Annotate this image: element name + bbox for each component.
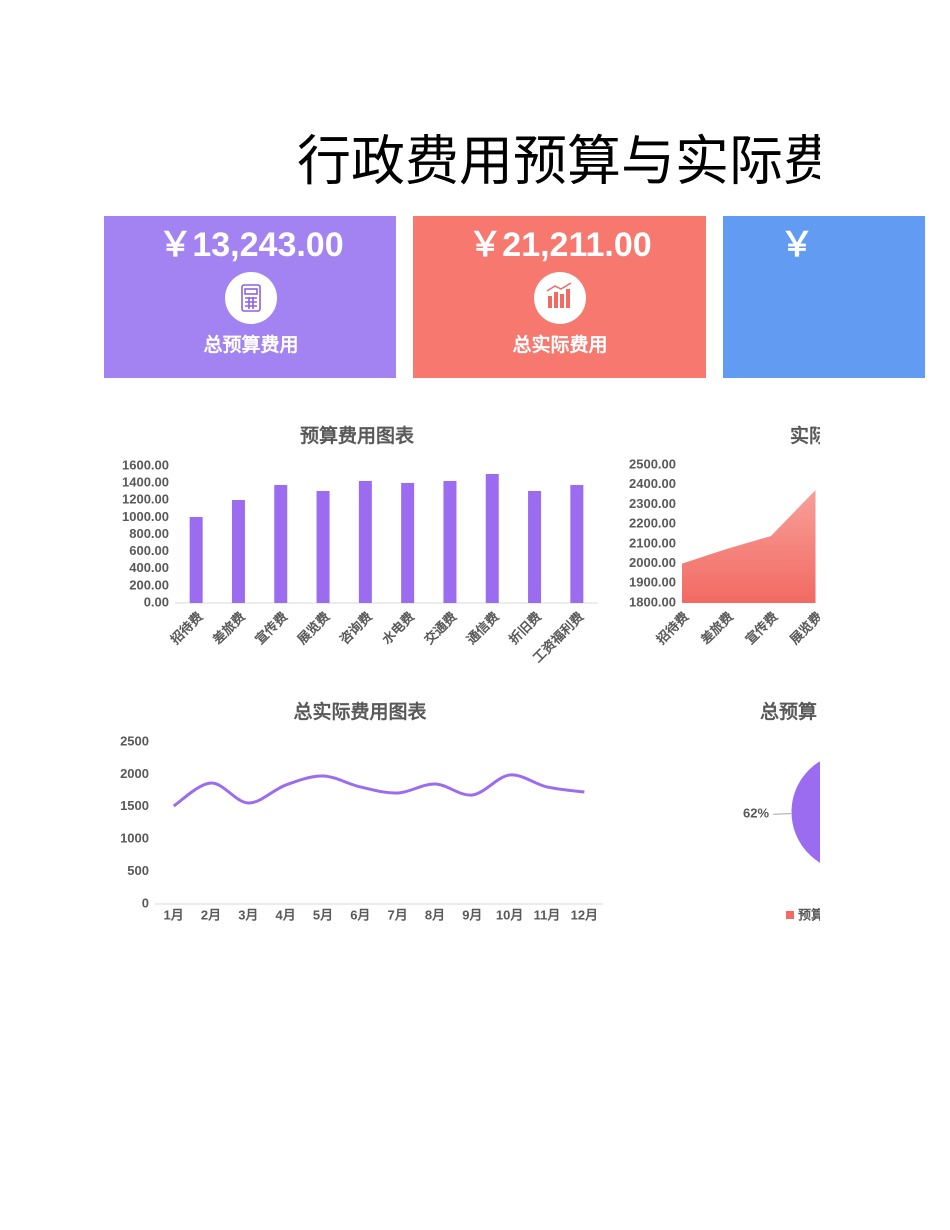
y-tick-label: 800.00 (129, 526, 169, 541)
y-tick-label: 1600.00 (122, 457, 169, 472)
x-tick-label: 水电费 (379, 609, 417, 647)
legend-label: 预算 (798, 907, 824, 922)
card-amount: ￥13,243.00 (158, 226, 343, 264)
x-tick-label: 招待费 (168, 609, 206, 647)
chart-title: 预算费用图表 (300, 424, 415, 447)
y-tick-label: 1000 (120, 831, 149, 846)
value-label: 62% (743, 806, 769, 821)
bar (528, 491, 542, 603)
page-title: 行政费用预算与实际费 (297, 131, 837, 191)
x-tick-label: 1月 (164, 907, 184, 922)
chart-title: 实际 (790, 424, 828, 447)
x-tick-label: 展览费 (787, 609, 825, 647)
x-tick-label: 宣传费 (252, 609, 290, 647)
bar (358, 480, 372, 603)
bar (570, 485, 584, 603)
cards: ￥13,243.00 ￥21,211.00 ￥ 总预算费用 总实际费用 (104, 216, 925, 378)
y-tick-label: 1400.00 (122, 475, 169, 490)
x-tick-label: 展览费 (294, 609, 332, 647)
pie-slice (790, 760, 820, 864)
chart-icon (546, 282, 572, 308)
x-tick-label: 10月 (496, 907, 523, 922)
x-tick-label: 11月 (534, 907, 561, 922)
x-tick-label: 12月 (571, 907, 598, 922)
x-tick-label: 2月 (201, 907, 221, 922)
calculator-icon (241, 284, 261, 312)
chart-title: 总预算 (760, 700, 817, 723)
charts: 预算费用图表 0.00 200.00 400.00 600.00 800.00 1000.0… (120, 424, 911, 922)
y-tick-label: 1500 (120, 798, 149, 813)
y-tick-label: 0 (142, 895, 149, 910)
bar (401, 482, 415, 603)
y-tick-label: 2400.00 (629, 476, 676, 491)
y-tick-label: 1900.00 (629, 575, 676, 590)
card-amount: ￥ (780, 226, 814, 264)
y-tick-label: 2100.00 (629, 535, 676, 550)
card-amount: ￥21,211.00 (468, 226, 651, 264)
card-label: 总实际费用 (512, 333, 607, 356)
x-tick-label: 通信费 (464, 609, 502, 647)
chart-title: 总实际费用图表 (293, 700, 427, 723)
y-tick-label: 2500 (120, 733, 149, 748)
x-tick-label: 9月 (462, 907, 482, 922)
x-tick-label: 5月 (313, 907, 333, 922)
x-tick-label: 咨询费 (337, 609, 375, 647)
bar (485, 473, 499, 603)
x-tick-label: 折旧费 (506, 609, 544, 647)
y-tick-label: 1000.00 (122, 509, 169, 524)
x-tick-label: 差旅费 (210, 609, 248, 647)
y-tick-label: 2000.00 (629, 555, 676, 570)
y-tick-label: 500 (127, 863, 149, 878)
x-tick-label: 差旅费 (698, 609, 736, 647)
bar (274, 485, 288, 603)
line (172, 773, 585, 808)
y-tick-label: 600.00 (129, 543, 169, 558)
bar (316, 491, 330, 603)
bar (231, 499, 245, 603)
x-tick-label: 宣传费 (742, 609, 780, 647)
y-tick-label: 2300.00 (629, 496, 676, 511)
x-tick-label: 招待费 (653, 609, 691, 647)
x-tick-label: 交通费 (421, 609, 459, 647)
pie-slice (851, 752, 911, 856)
y-tick-label: 2000 (120, 766, 149, 781)
y-tick-label: 1200.00 (122, 492, 169, 507)
y-tick-label: 0.00 (144, 594, 169, 609)
y-tick-label: 2500.00 (629, 456, 676, 471)
y-tick-label: 2200.00 (629, 516, 676, 531)
bar (189, 516, 203, 603)
x-tick-label: 4月 (276, 907, 296, 922)
y-tick-label: 200.00 (129, 577, 169, 592)
legend-swatch (786, 911, 794, 919)
bar (443, 480, 457, 603)
x-tick-label: 3月 (238, 907, 258, 922)
card-label: 总预算费用 (203, 333, 298, 356)
x-tick-label: 7月 (388, 907, 408, 922)
x-tick-label: 6月 (350, 907, 370, 922)
y-tick-label: 400.00 (129, 560, 169, 575)
x-tick-label: 8月 (425, 907, 445, 922)
card (723, 216, 925, 378)
area (682, 490, 816, 603)
leader-line (773, 813, 792, 815)
y-tick-label: 1800.00 (629, 594, 676, 609)
